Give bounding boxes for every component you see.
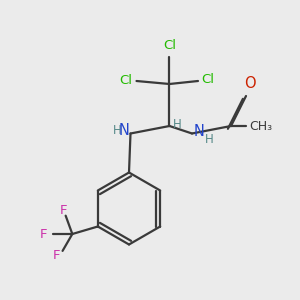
Text: N: N	[194, 124, 204, 139]
Text: Cl: Cl	[119, 74, 132, 88]
Text: F: F	[52, 249, 60, 262]
Text: O: O	[244, 76, 255, 92]
Text: Cl: Cl	[163, 40, 176, 52]
Text: H: H	[172, 118, 181, 131]
Text: F: F	[40, 227, 47, 241]
Text: H: H	[205, 133, 213, 146]
Text: Cl: Cl	[201, 73, 214, 86]
Text: H: H	[113, 124, 122, 137]
Text: N: N	[118, 123, 129, 138]
Text: F: F	[60, 204, 68, 217]
Text: CH₃: CH₃	[250, 119, 273, 133]
